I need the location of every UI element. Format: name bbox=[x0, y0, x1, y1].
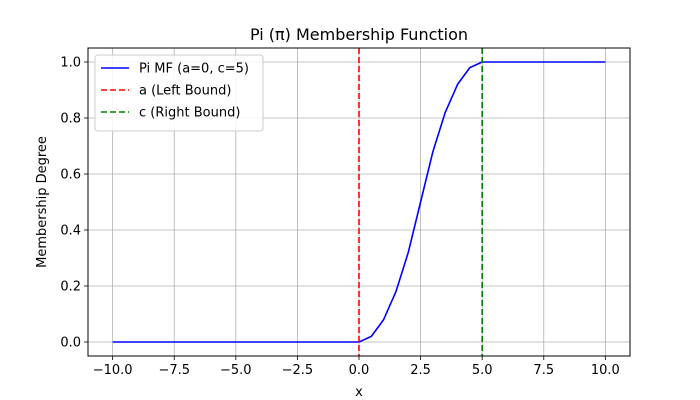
x-tick-label: 7.5 bbox=[533, 363, 554, 378]
x-tick-label: 2.5 bbox=[410, 363, 431, 378]
legend-label: Pi MF (a=0, c=5) bbox=[139, 62, 249, 77]
y-tick-label: 0.6 bbox=[60, 168, 81, 183]
legend-box bbox=[94, 54, 264, 132]
y-axis-label: Membership Degree bbox=[35, 136, 50, 268]
plot-area bbox=[112, 48, 606, 356]
x-tick-label: −2.5 bbox=[282, 363, 314, 378]
y-tick-label: 0.2 bbox=[60, 280, 81, 295]
x-tick-label: 10.0 bbox=[591, 363, 620, 378]
x-axis-label: x bbox=[355, 385, 363, 400]
axis-ticks: −10.0 −7.5 −5.0 −2.5 0.0 2.5 5.0 7.5 10.0 0.0 0.2 0… bbox=[60, 56, 620, 379]
legend-label: a (Left Bound) bbox=[139, 84, 231, 99]
y-tick-label: 1.0 bbox=[60, 56, 81, 71]
y-tick-label: 0.4 bbox=[60, 224, 81, 239]
x-tick-label: −5.0 bbox=[220, 363, 252, 378]
y-tick-label: 0.0 bbox=[60, 336, 81, 351]
chart-title: Pi (π) Membership Function bbox=[250, 25, 468, 44]
legend-label: c (Right Bound) bbox=[139, 106, 240, 121]
x-tick-label: 5.0 bbox=[472, 363, 493, 378]
x-tick-label: −10.0 bbox=[93, 363, 133, 378]
y-tick-label: 0.8 bbox=[60, 112, 81, 127]
legend: Pi MF (a=0, c=5) a (Left Bound) c (Right B… bbox=[94, 54, 264, 132]
x-tick-label: −7.5 bbox=[158, 363, 190, 378]
series-line-pi-mf bbox=[112, 61, 606, 343]
x-tick-label: 0.0 bbox=[349, 363, 370, 378]
